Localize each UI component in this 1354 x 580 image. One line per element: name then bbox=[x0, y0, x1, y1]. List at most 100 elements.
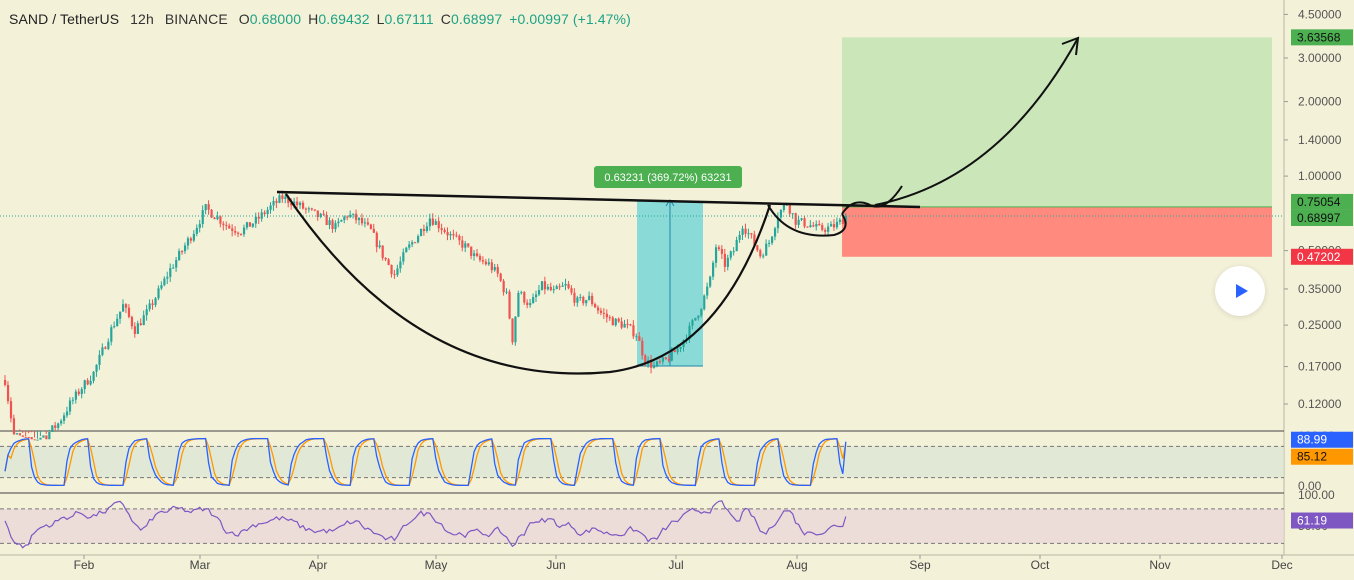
candle-body bbox=[18, 433, 21, 436]
candle-body bbox=[222, 223, 225, 226]
candle-body bbox=[296, 201, 299, 206]
candle-body bbox=[195, 227, 198, 234]
candle-body bbox=[741, 228, 744, 235]
candle-body bbox=[372, 228, 375, 233]
candle-body bbox=[431, 218, 434, 225]
candle-body bbox=[57, 423, 60, 428]
time-axis-label: Jun bbox=[546, 558, 565, 572]
close-label: C bbox=[440, 11, 451, 27]
candle-body bbox=[564, 283, 567, 286]
candle-body bbox=[151, 303, 154, 305]
candle-body bbox=[723, 253, 726, 267]
candle-body bbox=[251, 223, 254, 227]
candle-body bbox=[773, 228, 777, 237]
candle-body bbox=[700, 309, 703, 316]
candle-body bbox=[567, 283, 570, 289]
candle-body bbox=[89, 380, 92, 385]
candle-body bbox=[579, 296, 582, 298]
stop-zone bbox=[842, 206, 1272, 257]
candle-body bbox=[461, 240, 464, 248]
candle-body bbox=[122, 304, 125, 312]
candle-body bbox=[207, 204, 210, 210]
candle-body bbox=[428, 218, 431, 227]
candle-body bbox=[322, 213, 325, 215]
candle-body bbox=[328, 220, 331, 225]
candle-body bbox=[15, 433, 18, 435]
low-label: L bbox=[376, 11, 385, 27]
candle-body bbox=[231, 228, 234, 231]
candle-body bbox=[136, 323, 139, 334]
candle-body bbox=[310, 208, 313, 210]
candle-body bbox=[9, 401, 13, 419]
candle-body bbox=[325, 214, 328, 225]
candle-body bbox=[42, 435, 45, 438]
candle-body bbox=[759, 250, 762, 257]
candle-body bbox=[717, 247, 721, 250]
interval-label[interactable]: 12h bbox=[130, 11, 154, 27]
price-tag-target-bg bbox=[1291, 29, 1353, 46]
candle-body bbox=[827, 226, 830, 232]
candle-body bbox=[765, 243, 768, 256]
candle-body bbox=[101, 347, 104, 355]
candle-body bbox=[116, 318, 119, 327]
candle-body bbox=[511, 318, 514, 343]
candle-body bbox=[225, 225, 228, 227]
candle-body bbox=[287, 196, 290, 203]
time-axis-label: Aug bbox=[786, 558, 807, 572]
candle-body bbox=[248, 222, 252, 227]
candle-body bbox=[824, 229, 827, 232]
candle-body bbox=[841, 219, 844, 224]
candle-body bbox=[358, 217, 361, 221]
candle-body bbox=[178, 251, 181, 260]
candle-body bbox=[523, 292, 526, 303]
candle-body bbox=[139, 323, 142, 326]
play-replay-button[interactable] bbox=[1215, 266, 1265, 316]
candle-body bbox=[537, 290, 541, 295]
candle-body bbox=[505, 291, 508, 293]
measure-label-bg bbox=[594, 166, 742, 188]
candle-body bbox=[340, 220, 343, 222]
candle-body bbox=[110, 327, 113, 342]
candle-body bbox=[543, 281, 547, 290]
candle-body bbox=[65, 411, 69, 416]
candle-body bbox=[490, 262, 493, 271]
candle-body bbox=[284, 196, 287, 199]
candle-body bbox=[98, 354, 101, 365]
candle-body bbox=[756, 245, 759, 251]
candle-body bbox=[776, 217, 780, 229]
candle-body bbox=[632, 325, 635, 337]
candle-body bbox=[688, 325, 691, 340]
candle-body bbox=[703, 295, 706, 310]
candle-body bbox=[821, 225, 824, 230]
candle-body bbox=[301, 202, 305, 209]
candle-body bbox=[36, 439, 39, 441]
play-icon bbox=[1236, 284, 1248, 298]
candle-body bbox=[809, 225, 812, 227]
candle-body bbox=[694, 317, 697, 321]
candle-body bbox=[582, 296, 585, 304]
price-tag-target: 3.63568 bbox=[1297, 30, 1341, 44]
candle-body bbox=[189, 238, 193, 241]
candle-body bbox=[818, 223, 821, 226]
candle-body bbox=[617, 318, 620, 322]
candle-body bbox=[644, 355, 647, 365]
candle-body bbox=[269, 205, 272, 210]
candle-body bbox=[437, 221, 440, 229]
candle-body bbox=[334, 223, 337, 230]
symbol-name[interactable]: SAND / TetherUS bbox=[9, 11, 120, 27]
candle-body bbox=[508, 291, 511, 319]
open-value: 0.68000 bbox=[249, 11, 302, 27]
candle-body bbox=[464, 243, 467, 248]
time-axis-label: Sep bbox=[909, 558, 931, 572]
candle-body bbox=[658, 361, 662, 363]
candle-body bbox=[411, 242, 414, 245]
stoch-k-tag: 88.99 bbox=[1297, 433, 1327, 447]
candle-body bbox=[815, 223, 818, 227]
candle-body bbox=[532, 297, 535, 304]
candle-body bbox=[670, 350, 673, 361]
rsi-tag-bg bbox=[1291, 512, 1353, 529]
candle-body bbox=[623, 323, 626, 328]
time-axis-label: Dec bbox=[1271, 558, 1292, 572]
candle-body bbox=[458, 235, 461, 241]
